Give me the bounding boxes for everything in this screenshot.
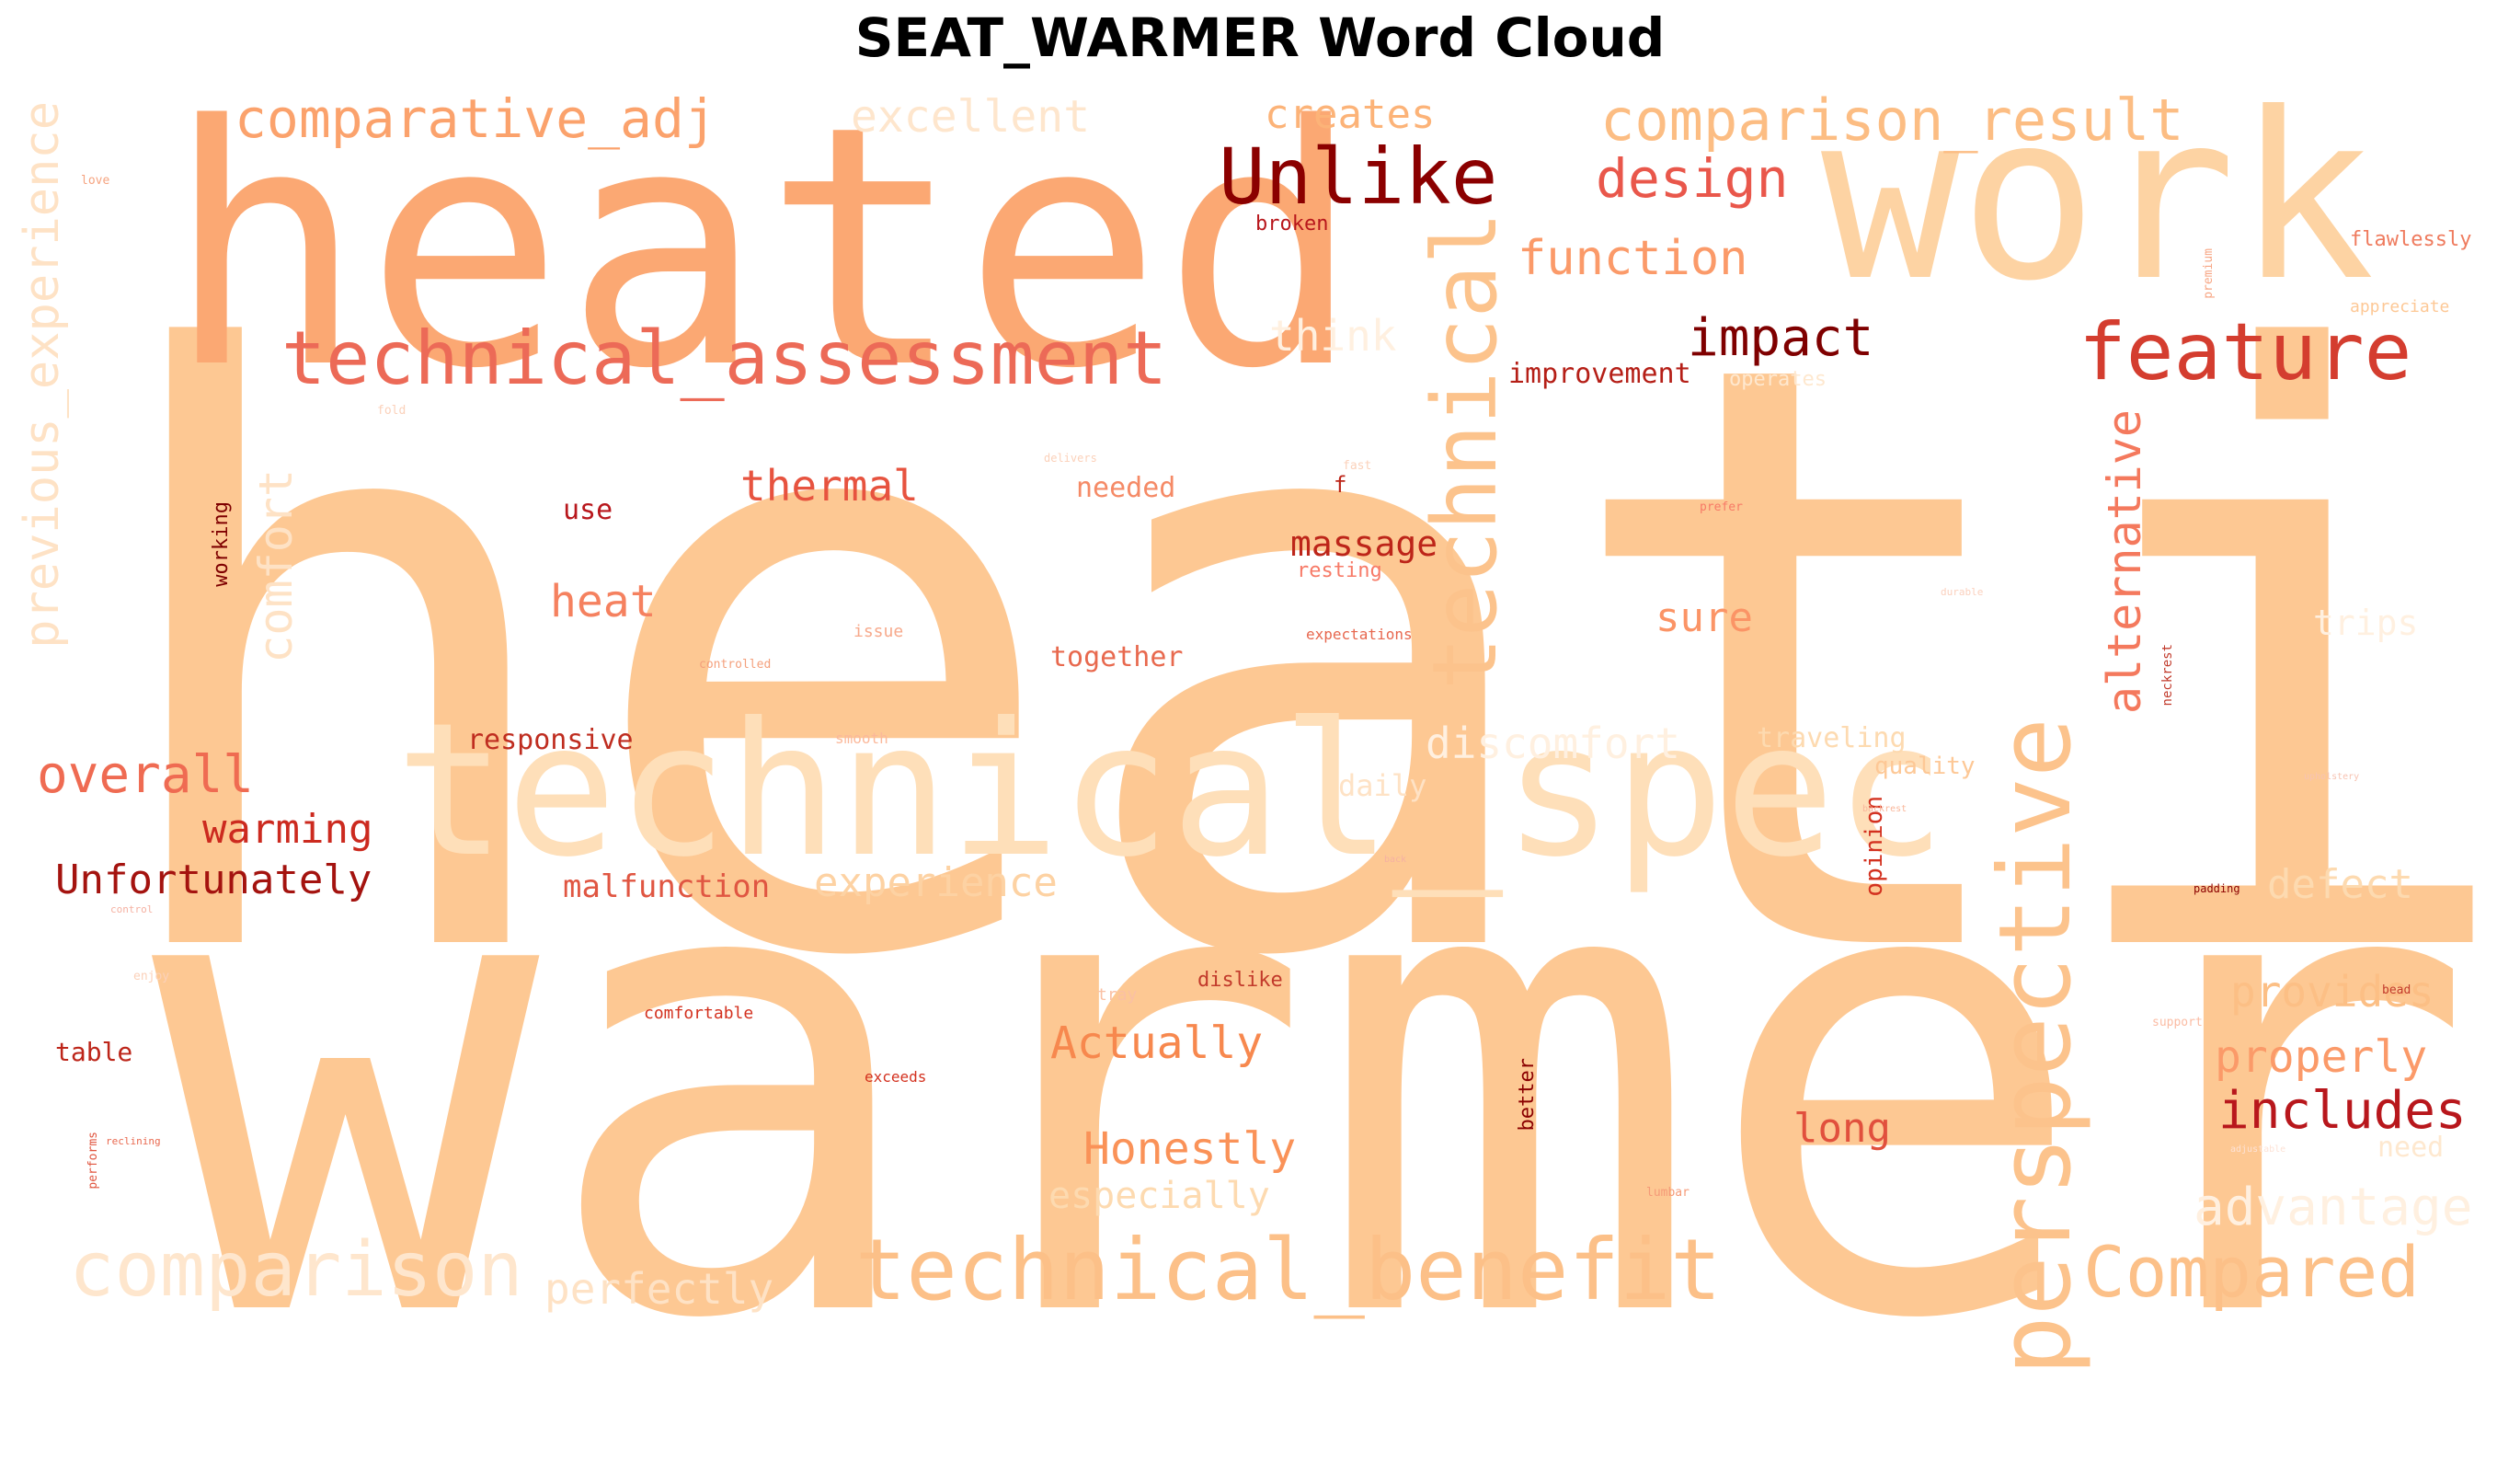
word-creates: creates <box>1265 91 1436 138</box>
word-defect: defect <box>2267 861 2413 908</box>
word-design: design <box>1596 147 1789 210</box>
word-properly: properly <box>2215 1031 2428 1083</box>
word-expectations: expectations <box>1306 626 1413 643</box>
word-use: use <box>563 494 613 526</box>
word-lumbar: lumbar <box>1646 1186 1690 1200</box>
word-thermal: thermal <box>740 461 919 511</box>
word-discomfort: discomfort <box>1426 719 1680 768</box>
word-premium: premium <box>2202 248 2216 299</box>
word-trips: trips <box>2313 603 2419 643</box>
word-comparison-result: comparison_result <box>1600 86 2184 154</box>
chart-title: SEAT_WARMER Word Cloud <box>854 6 1666 69</box>
word-operates: operates <box>1729 368 1827 391</box>
word-prefer: prefer <box>1700 500 1743 514</box>
word-bead: bead <box>2382 983 2411 997</box>
word-advantage: advantage <box>2194 1178 2473 1237</box>
word-together: together <box>1050 641 1184 673</box>
word-support: support <box>2152 1016 2203 1029</box>
word-experience: experience <box>814 859 1058 906</box>
word-heating: heating <box>92 190 2520 1133</box>
word-cloud: heatingwarmerheatedworktechnical_spectec… <box>15 55 2520 1408</box>
word-issue: issue <box>853 622 904 641</box>
word-compared: Compared <box>2083 1231 2421 1313</box>
word-malfunction: malfunction <box>563 868 771 905</box>
word-better: better <box>1516 1058 1539 1132</box>
word-needed: needed <box>1076 472 1176 504</box>
word-neckrest: neckrest <box>2160 644 2175 707</box>
word-improvement: improvement <box>1508 358 1691 390</box>
word-excellent: excellent <box>851 91 1091 143</box>
word-responsive: responsive <box>467 724 634 756</box>
word-feature: feature <box>2079 306 2412 398</box>
word-technical-benefit: technical_benefit <box>855 1221 1722 1319</box>
word-comparison: comparison <box>69 1226 523 1314</box>
word-dislike: dislike <box>1197 969 1283 992</box>
word-massage: massage <box>1290 523 1438 564</box>
word-think: think <box>1269 311 1397 361</box>
word-fast: fast <box>1343 459 1372 473</box>
word-long: long <box>1793 1105 1891 1152</box>
word-technical: technical <box>1414 212 1517 691</box>
word-actually: Actually <box>1050 1017 1264 1069</box>
word-backrest: backrest <box>1862 804 1907 814</box>
word-fold: fold <box>377 404 407 418</box>
word-overall: overall <box>37 745 255 805</box>
word-working: working <box>210 501 233 587</box>
word-provides: provides <box>2230 967 2434 1017</box>
word-smooth: smooth <box>835 730 888 747</box>
word-work: work <box>1821 63 2376 331</box>
word-adjustable: adjustable <box>2230 1144 2286 1155</box>
word-technical-spec: technical_spec <box>395 684 1946 898</box>
word-padding: padding <box>2194 882 2240 895</box>
word-appreciate: appreciate <box>2350 297 2450 316</box>
word-includes: includes <box>2218 1081 2467 1141</box>
word-enjoy: enjoy <box>133 970 170 983</box>
word-control: control <box>110 903 154 915</box>
word-comfort: comfort <box>249 469 303 663</box>
word-alternative: alternative <box>2098 409 2151 715</box>
word-impact: impact <box>1688 308 1874 368</box>
word-traveling: traveling <box>1757 722 1907 754</box>
word-warmer: warmer <box>152 710 2478 1460</box>
word-heated: heated <box>166 55 1362 441</box>
word-tray: tray <box>1097 985 1138 1005</box>
word-delivers: delivers <box>1044 452 1097 465</box>
word-comparative-adj: comparative_adj <box>235 87 716 150</box>
word-perspective: perspective <box>1978 718 2093 1376</box>
word-resting: resting <box>1297 559 1382 582</box>
word-love: love <box>81 174 110 188</box>
word-f: f <box>1334 472 1347 498</box>
word-heat: heat <box>550 576 657 627</box>
word-unfortunately: Unfortunately <box>55 856 372 903</box>
word-controlled: controlled <box>699 658 772 672</box>
word-reclining: reclining <box>106 1135 161 1147</box>
word-table: table <box>55 1037 133 1067</box>
word-warming: warming <box>202 806 373 853</box>
word-perfectly: perfectly <box>544 1264 774 1314</box>
word-technical-assessment: technical_assessment <box>281 316 1168 401</box>
word-unlike: Unlike <box>1219 132 1498 222</box>
word-performs: performs <box>86 1132 100 1190</box>
word-especially: especially <box>1048 1175 1270 1217</box>
word-flawlessly: flawlessly <box>2350 228 2472 251</box>
word-durable: durable <box>1941 586 1984 598</box>
word-upholstery: upholstery <box>2304 772 2360 782</box>
word-quality: quality <box>1874 753 1976 780</box>
word-previous-experience: previous_experience <box>15 101 70 649</box>
word-honestly: Honestly <box>1083 1123 1297 1175</box>
word-broken: broken <box>1255 213 1329 236</box>
word-sure: sure <box>1655 594 1753 641</box>
word-need: need <box>2377 1132 2445 1164</box>
word-function: function <box>1518 231 1748 286</box>
word-daily: daily <box>1338 768 1427 803</box>
word-comfortable: comfortable <box>644 1004 754 1023</box>
word-back: back <box>1384 855 1407 865</box>
word-exceeds: exceeds <box>865 1068 927 1086</box>
